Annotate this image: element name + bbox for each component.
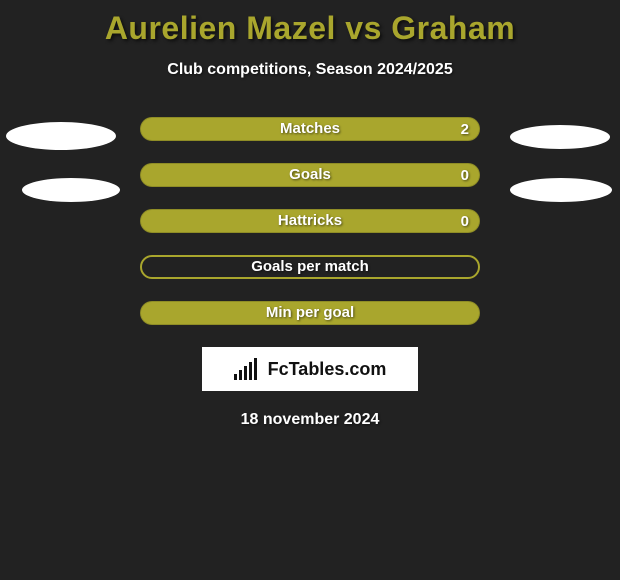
- stat-label: Min per goal: [141, 301, 479, 325]
- stat-value: 0: [461, 164, 469, 188]
- stat-row-min-per-goal: Min per goal: [140, 301, 480, 325]
- stat-value: 0: [461, 210, 469, 234]
- stat-row-hattricks: Hattricks 0: [140, 209, 480, 233]
- stat-label: Hattricks: [141, 209, 479, 233]
- stat-row-goals-per-match: Goals per match: [140, 255, 480, 279]
- stat-label: Goals: [141, 163, 479, 187]
- decorative-ellipse: [6, 122, 116, 150]
- stat-label: Matches: [141, 117, 479, 141]
- stats-container: Matches 2 Goals 0 Hattricks 0 Goals per …: [0, 117, 620, 325]
- decorative-ellipse: [22, 178, 120, 202]
- stat-row-matches: Matches 2: [140, 117, 480, 141]
- stat-label: Goals per match: [142, 255, 478, 279]
- date-label: 18 november 2024: [0, 411, 620, 429]
- subtitle: Club competitions, Season 2024/2025: [0, 61, 620, 79]
- decorative-ellipse: [510, 125, 610, 149]
- brand-box: FcTables.com: [202, 347, 418, 391]
- stat-row-goals: Goals 0: [140, 163, 480, 187]
- decorative-ellipse: [510, 178, 612, 202]
- brand-logo-icon: [234, 358, 264, 380]
- stat-value: 2: [461, 118, 469, 142]
- page-title: Aurelien Mazel vs Graham: [0, 0, 620, 47]
- brand-text: FcTables.com: [268, 359, 387, 380]
